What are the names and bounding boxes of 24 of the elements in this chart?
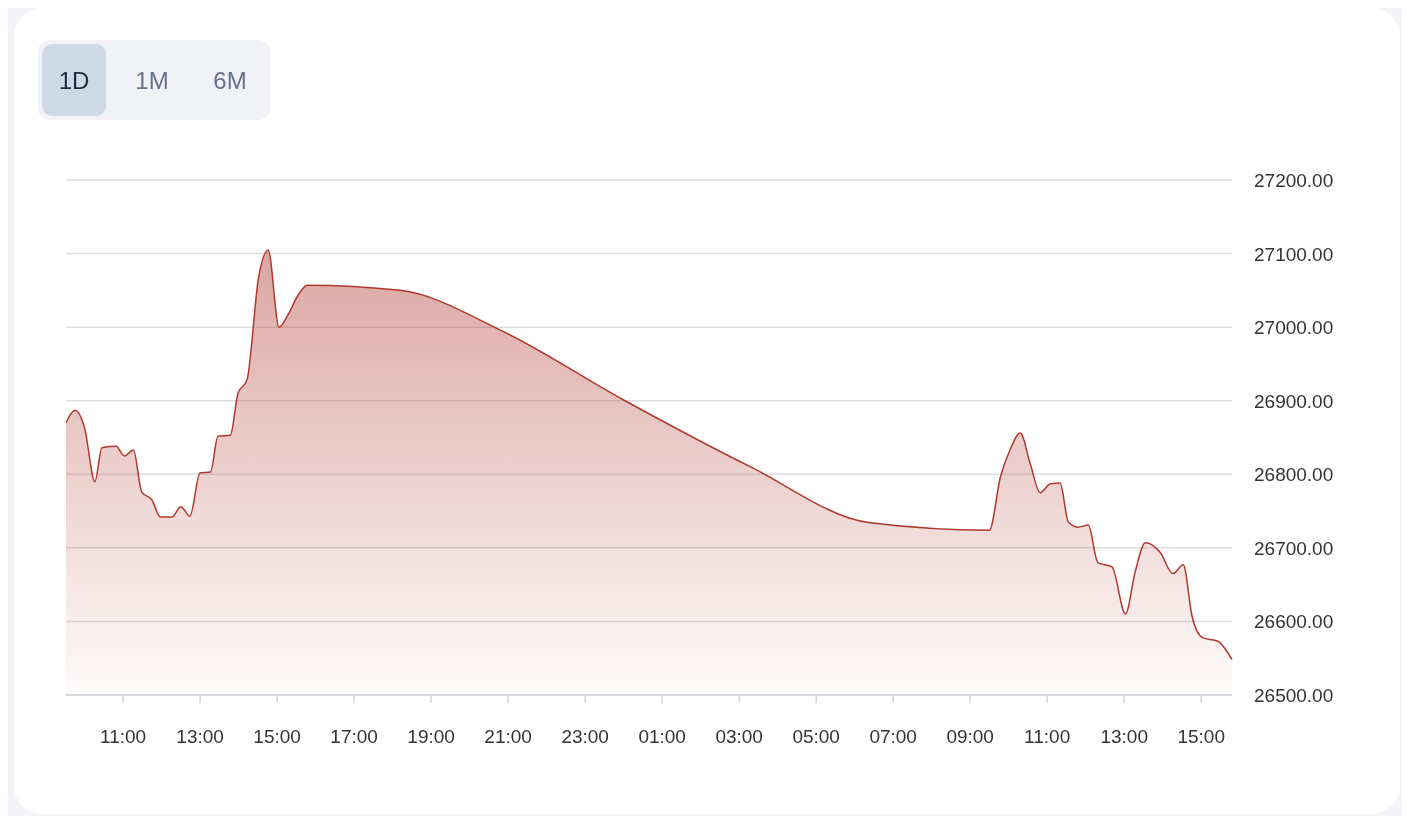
y-tick-label: 27200.00 bbox=[1254, 170, 1334, 191]
x-tick-label: 01:00 bbox=[638, 726, 686, 747]
y-tick-label: 26900.00 bbox=[1254, 390, 1334, 412]
x-tick-label: 13:00 bbox=[176, 726, 224, 747]
y-tick-label: 27000.00 bbox=[1254, 317, 1334, 339]
range-toggle: 1D 1M 6M bbox=[38, 40, 270, 120]
x-tick-label: 13:00 bbox=[1100, 726, 1148, 747]
x-tick-label: 17:00 bbox=[330, 726, 378, 747]
x-tick-label: 15:00 bbox=[253, 726, 301, 747]
x-tick-label: 15:00 bbox=[1177, 726, 1225, 747]
y-tick-label: 26600.00 bbox=[1254, 611, 1334, 633]
x-tick-label: 11:00 bbox=[100, 726, 147, 747]
x-tick-label: 11:00 bbox=[1024, 726, 1071, 747]
x-tick-label: 23:00 bbox=[561, 726, 609, 747]
x-tick-label: 09:00 bbox=[946, 726, 994, 747]
x-tick-label: 07:00 bbox=[869, 726, 917, 747]
x-tick-label: 05:00 bbox=[792, 726, 840, 747]
y-tick-label: 26500.00 bbox=[1254, 685, 1334, 706]
x-tick-label: 21:00 bbox=[484, 726, 532, 747]
y-tick-label: 26700.00 bbox=[1254, 537, 1334, 559]
y-tick-label: 26800.00 bbox=[1254, 464, 1334, 486]
x-tick-label: 03:00 bbox=[715, 726, 763, 747]
y-tick-label: 27100.00 bbox=[1254, 243, 1334, 265]
x-tick-label: 19:00 bbox=[407, 726, 455, 747]
